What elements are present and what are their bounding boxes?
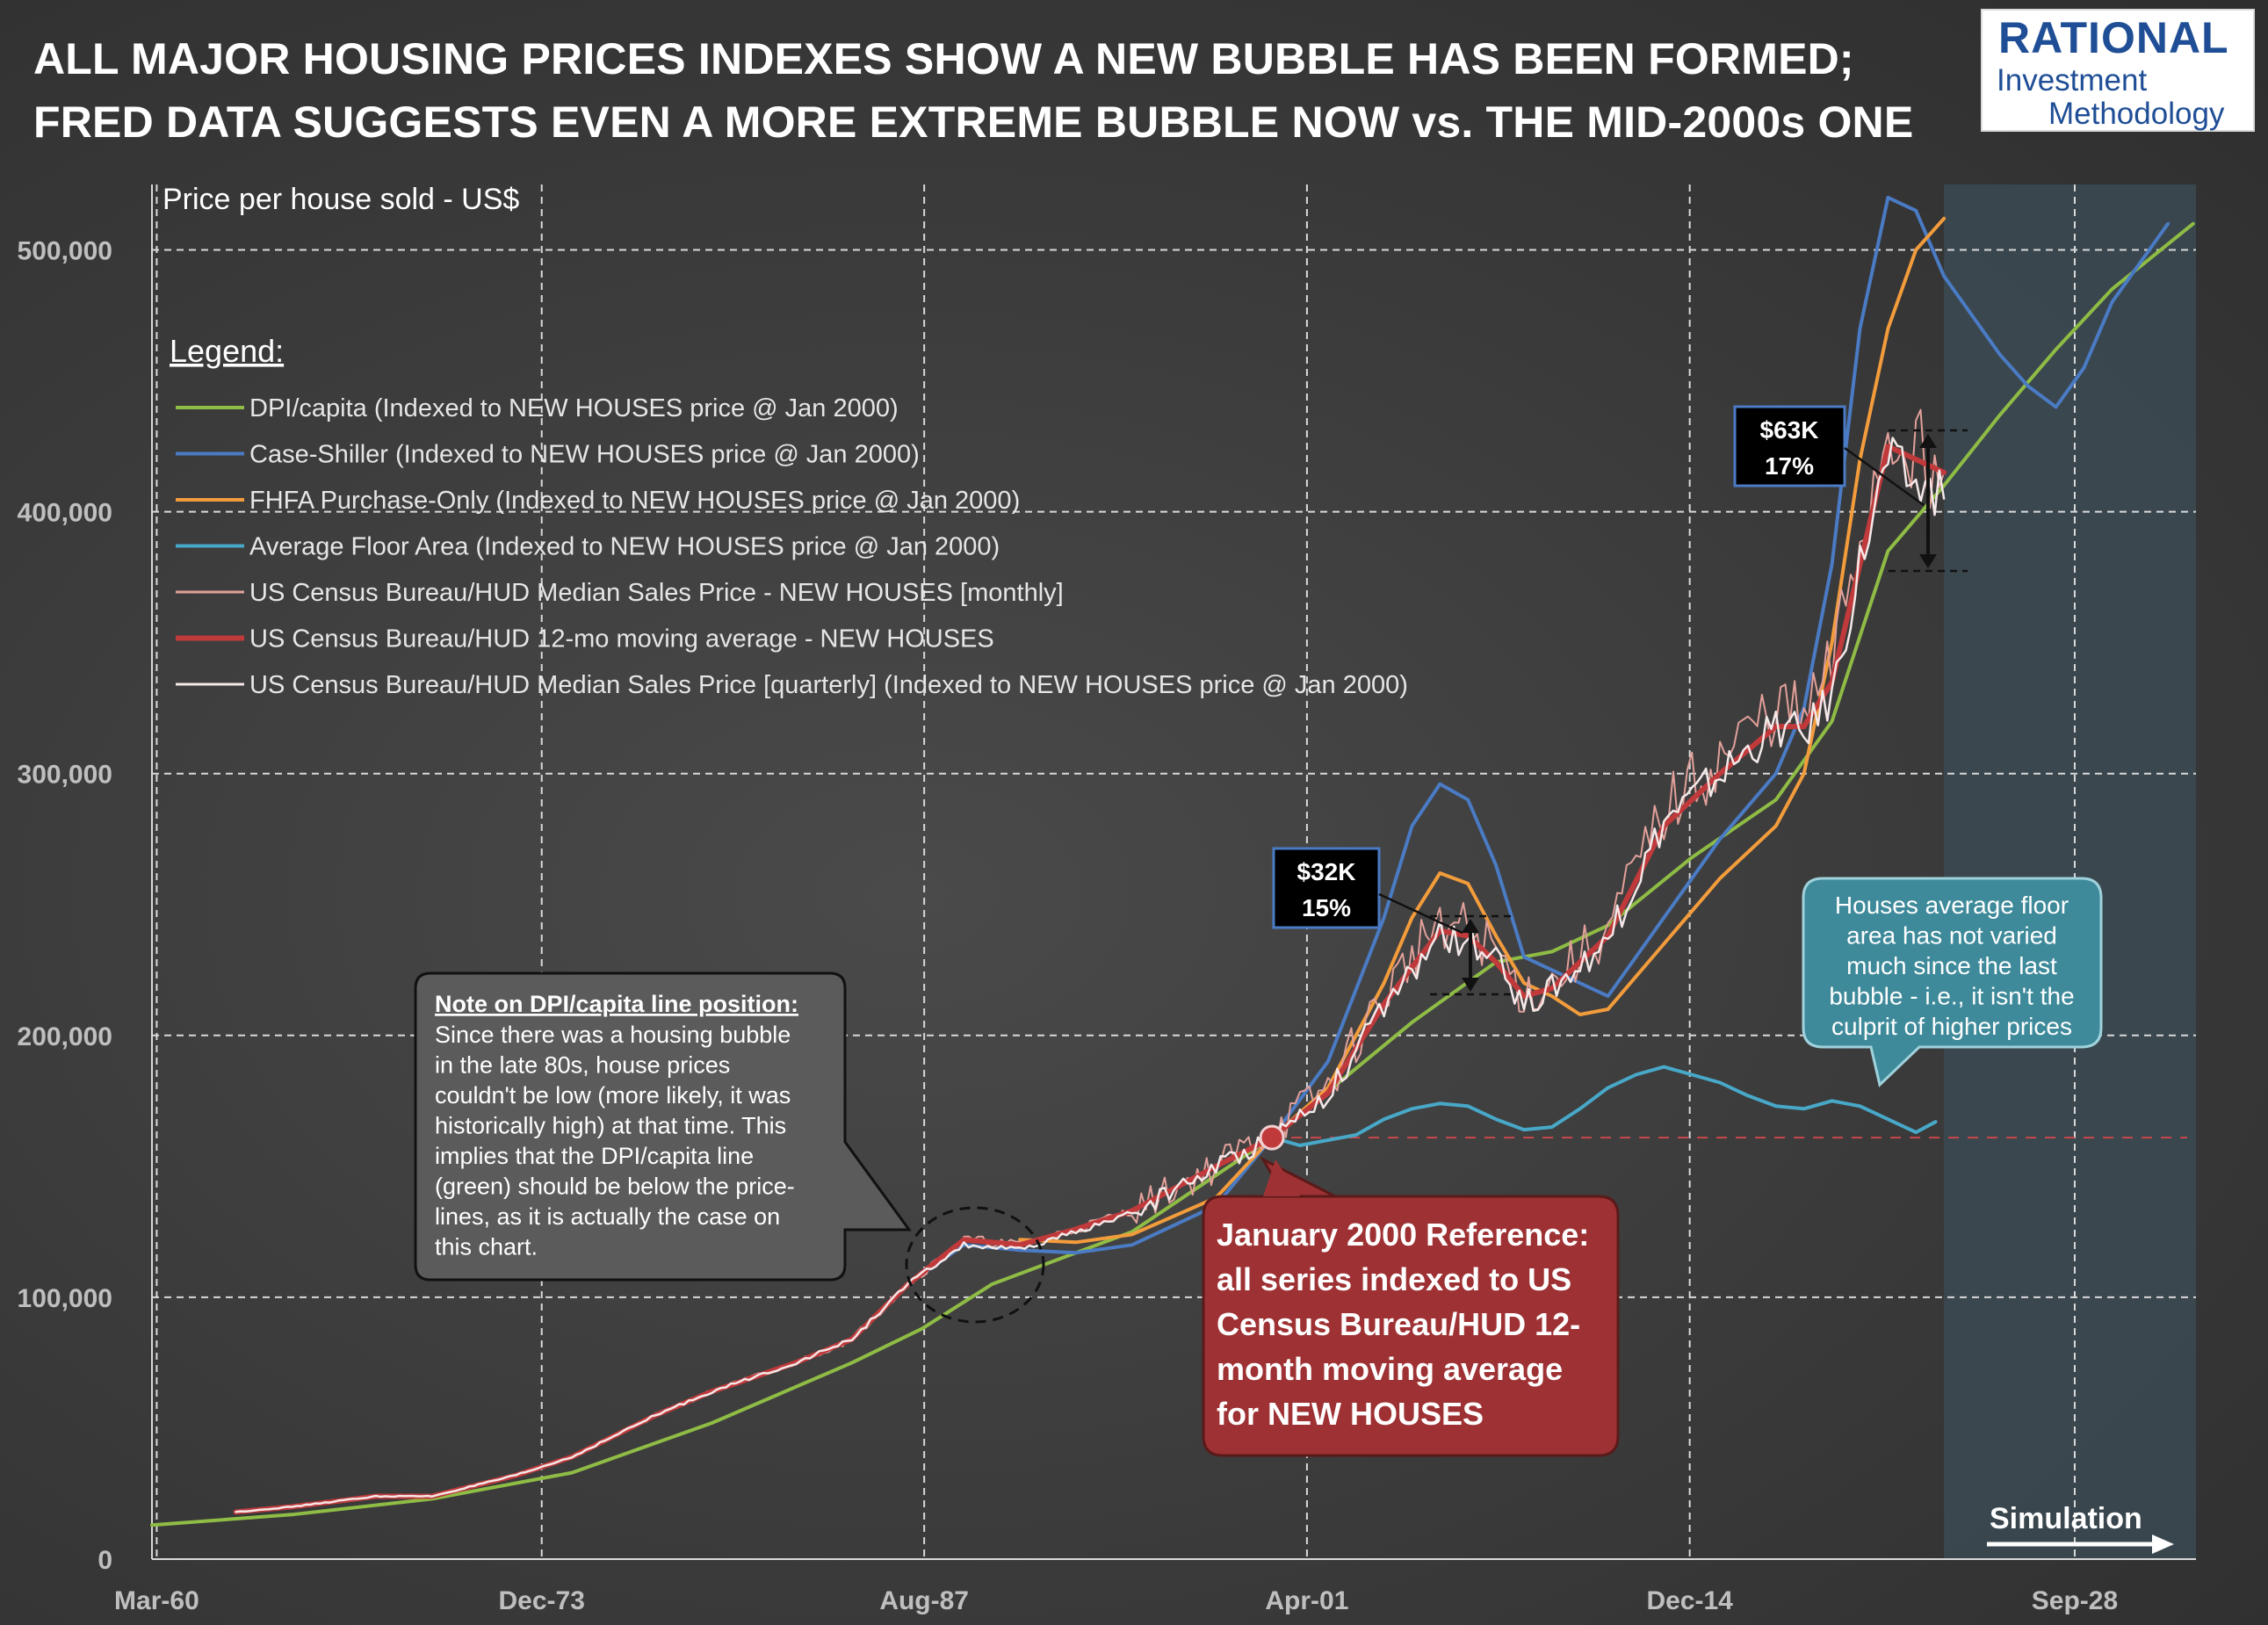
ref-line: month moving average bbox=[1217, 1351, 1563, 1387]
legend-item-label: Case-Shiller (Indexed to NEW HOUSES pric… bbox=[249, 441, 920, 469]
ref-line: for NEW HOUSES bbox=[1217, 1396, 1484, 1432]
y-tick-label: 400,000 bbox=[18, 499, 112, 528]
note-line: Since there was a housing bubble bbox=[435, 1022, 791, 1048]
note-line: in the late 80s, house prices bbox=[435, 1052, 730, 1079]
legend-item-label: US Census Bureau/HUD Median Sales Price … bbox=[249, 671, 1408, 699]
series-line-5 bbox=[235, 408, 1946, 1513]
series-line-4 bbox=[1270, 1065, 1938, 1147]
floor-line: culprit of higher prices bbox=[1831, 1013, 2072, 1040]
note-title: Note on DPI/capita line position: bbox=[435, 991, 798, 1017]
bubble-2000s-leader bbox=[1378, 892, 1463, 935]
floor-area-callout: Houses average floor area has not variedm… bbox=[1802, 877, 2103, 1087]
y-tick-labels: 0 100,000 200,000 300,000 400,000 500,000 bbox=[18, 237, 112, 1575]
rational-investment-logo: RATIONAL Investment Methodology bbox=[1981, 9, 2255, 132]
legend-item-label: FHFA Purchase-Only (Indexed to NEW HOUSE… bbox=[249, 487, 1020, 515]
reference-callout-pointer bbox=[1263, 1159, 1300, 1196]
bubble-2000s-badge bbox=[1272, 847, 1381, 929]
x-tick-label: Sep-28 bbox=[2032, 1586, 2118, 1615]
bubble-2000s-annotation: $32K 15% bbox=[1272, 847, 1511, 996]
ref-line: January 2000 Reference: bbox=[1217, 1217, 1589, 1253]
simulation-text: Simulation bbox=[1990, 1502, 2142, 1535]
bubble-2020s-annotation: $63K 17% bbox=[1733, 405, 1968, 573]
ref-line: all series indexed to US bbox=[1217, 1261, 1571, 1297]
note-line: historically high) at that time. This bbox=[435, 1113, 786, 1139]
reference-point-marker bbox=[1259, 1124, 1285, 1151]
bubble-2020s-amount: $63K bbox=[1760, 416, 1819, 444]
note-callout-box bbox=[414, 971, 912, 1282]
bubble-2000s-percent: 15% bbox=[1302, 894, 1351, 921]
dpi-note-callout: Note on DPI/capita line position: Since … bbox=[414, 971, 912, 1282]
x-tick-label: Dec-73 bbox=[499, 1586, 585, 1615]
note-line: lines, as it is actually the case on bbox=[435, 1203, 780, 1230]
bubble-2020s-leader bbox=[1844, 446, 1925, 507]
x-tick-label: Apr-01 bbox=[1265, 1586, 1348, 1615]
legend-item-label: Average Floor Area (Indexed to NEW HOUSE… bbox=[249, 533, 1000, 561]
series-line-7 bbox=[235, 437, 1946, 1513]
floor-line: Houses average floor bbox=[1835, 892, 2069, 919]
note-line: couldn't be low (more likely, it was bbox=[435, 1082, 791, 1109]
late-80s-highlight-circle bbox=[905, 1206, 1045, 1324]
floor-line: area has not varied bbox=[1846, 922, 2057, 950]
floor-line: much since the last bbox=[1846, 952, 2057, 979]
y-tick-label: 0 bbox=[98, 1546, 112, 1575]
ref-line: Census Bureau/HUD 12- bbox=[1217, 1306, 1580, 1342]
reference-callout: January 2000 Reference: all series indexe… bbox=[1202, 1156, 1620, 1457]
reference-callout-box bbox=[1202, 1156, 1620, 1457]
floor-area-callout-box bbox=[1802, 877, 2103, 1087]
logo-line-1: RATIONAL bbox=[1998, 13, 2229, 62]
chart-title-line-1: ALL MAJOR HOUSING PRICES INDEXES SHOW A … bbox=[33, 34, 1854, 83]
simulation-region bbox=[1944, 184, 2196, 1559]
x-tick-labels: Mar-60 Dec-73 Aug-87 Apr-01 Dec-14 Sep-28 bbox=[114, 1586, 2118, 1615]
chart-title-line-2: FRED DATA SUGGESTS EVEN A MORE EXTREME B… bbox=[33, 98, 1914, 147]
x-tick-label: Mar-60 bbox=[114, 1586, 199, 1615]
y-tick-label: 300,000 bbox=[18, 761, 112, 790]
bubble-2020s-percent: 17% bbox=[1765, 452, 1814, 480]
note-line: implies that the DPI/capita line bbox=[435, 1143, 754, 1169]
simulation-arrow-head bbox=[2152, 1535, 2174, 1554]
legend-title: Legend: bbox=[170, 333, 284, 369]
legend: Legend: DPI/capita (Indexed to NEW HOUSE… bbox=[170, 333, 1408, 699]
series-line-3 bbox=[1018, 216, 1947, 1245]
gridlines bbox=[152, 184, 2196, 1559]
y-tick-label: 200,000 bbox=[18, 1022, 112, 1051]
legend-item-label: US Census Bureau/HUD Median Sales Price … bbox=[249, 579, 1064, 607]
floor-line: bubble - i.e., it isn't the bbox=[1829, 983, 2074, 1010]
note-line: this chart. bbox=[435, 1234, 538, 1260]
bubble-2020s-arrowheads bbox=[1919, 434, 1937, 568]
bubble-2020s-badge bbox=[1733, 405, 1846, 488]
note-line: (green) should be below the price- bbox=[435, 1174, 795, 1200]
legend-item-label: US Census Bureau/HUD 12-mo moving averag… bbox=[249, 625, 994, 654]
x-tick-label: Aug-87 bbox=[879, 1586, 969, 1615]
logo-line-3: Methodology bbox=[2048, 97, 2225, 131]
legend-item-label: DPI/capita (Indexed to NEW HOUSES price … bbox=[249, 394, 899, 422]
series-line-2 bbox=[906, 195, 2170, 1286]
y-tick-label: 500,000 bbox=[18, 237, 112, 266]
x-tick-label: Dec-14 bbox=[1646, 1586, 1733, 1615]
bubble-2000s-amount: $32K bbox=[1297, 858, 1356, 885]
simulation-label: Simulation bbox=[1987, 1502, 2174, 1554]
logo-line-2: Investment bbox=[1997, 63, 2148, 98]
data-series bbox=[150, 195, 2195, 1528]
y-tick-label: 100,000 bbox=[18, 1284, 112, 1313]
y-axis-title: Price per house sold - US$ bbox=[163, 183, 519, 216]
